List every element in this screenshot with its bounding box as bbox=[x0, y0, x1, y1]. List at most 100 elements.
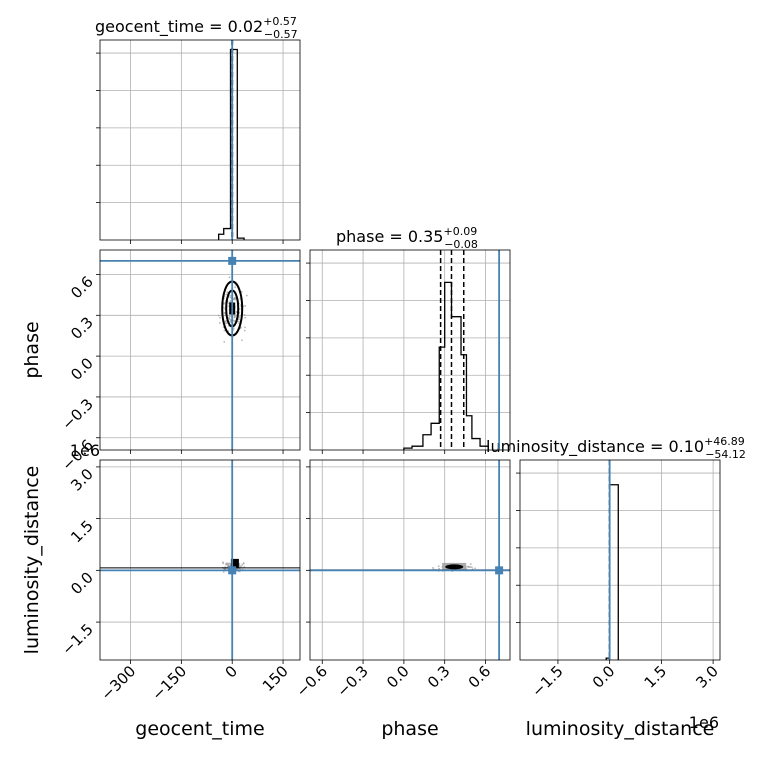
scatter-distance-vs-geocent-time-sample-point bbox=[241, 563, 244, 566]
scatter-phase-vs-geocent-time-sample-point bbox=[238, 316, 240, 319]
scatter-phase-vs-geocent-time-sample-point bbox=[235, 311, 238, 313]
scatter-distance-vs-geocent-time-marks bbox=[100, 460, 300, 660]
scatter-phase-vs-geocent-time-sample-point bbox=[218, 322, 221, 324]
scatter-distance-vs-geocent-time-xtick-label-3: 150 bbox=[259, 662, 292, 695]
hist-luminosity-distance-xtick-label-0: −1.5 bbox=[528, 662, 566, 700]
scatter-distance-vs-geocent-time-sample-point bbox=[222, 562, 225, 565]
scatter-phase-vs-geocent-time-ytick-label-1: −0.3 bbox=[58, 395, 96, 433]
scatter-distance-vs-geocent-time-ytick-label-1: 0.0 bbox=[67, 568, 97, 598]
scatter-phase-vs-geocent-time-sample-point bbox=[237, 320, 240, 323]
scatter-distance-vs-phase-density-core bbox=[445, 564, 464, 570]
scatter-phase-vs-geocent-time-sample-point bbox=[233, 316, 236, 319]
scatter-phase-vs-geocent-time-sample-point bbox=[243, 313, 246, 316]
scatter-phase-vs-geocent-time-sample-point bbox=[233, 314, 236, 317]
scatter-distance-vs-geocent-time-xtick-label-1: −150 bbox=[148, 662, 190, 704]
scatter-phase-vs-geocent-time-sample-point bbox=[228, 276, 231, 279]
title-main: phase = 0.35 bbox=[336, 227, 443, 246]
scatter-distance-vs-geocent-time-sample-point bbox=[225, 562, 228, 565]
scatter-phase-vs-geocent-time-ytick-label-2: 0.0 bbox=[67, 354, 97, 384]
scatter-phase-vs-geocent-time-sample-point bbox=[217, 314, 220, 317]
hist-luminosity-distance-xtick-label-2: 1.5 bbox=[641, 662, 671, 692]
scatter-phase-vs-geocent-time-sample-point bbox=[222, 303, 225, 305]
scatter-phase-vs-geocent-time-sample-point bbox=[240, 290, 243, 293]
hist-geocent-time-histogram bbox=[217, 48, 245, 240]
scatter-phase-vs-geocent-time-marks bbox=[100, 250, 300, 450]
hist-luminosity-distance-xtick-label-1: 0.0 bbox=[589, 662, 619, 692]
scatter-phase-vs-geocent-time-ytick-label-4: 0.6 bbox=[67, 273, 97, 303]
x-axis-label-phase: phase bbox=[381, 718, 438, 740]
scatter-phase-vs-geocent-time-sample-point bbox=[228, 315, 231, 318]
title-sup: +46.89 bbox=[704, 435, 745, 448]
scatter-distance-vs-geocent-time-sample-point bbox=[238, 562, 241, 565]
x-offset-label-luminosity-distance: 1e6 bbox=[689, 713, 719, 732]
scatter-phase-vs-geocent-time-sample-point bbox=[233, 298, 236, 301]
hist-luminosity-distance-histogram bbox=[605, 484, 619, 660]
title-sub: −0.08 bbox=[444, 238, 478, 251]
title-main: luminosity_distance = 0.10 bbox=[486, 437, 704, 457]
scatter-phase-vs-geocent-time-sample-point bbox=[229, 296, 232, 299]
scatter-phase-vs-geocent-time-sample-point bbox=[232, 327, 235, 330]
y-axis-label-luminosity-distance: luminosity_distance bbox=[21, 466, 43, 655]
scatter-distance-vs-phase-xtick-label-3: 0.3 bbox=[424, 662, 454, 692]
scatter-phase-vs-geocent-time-sample-point bbox=[229, 294, 232, 297]
scatter-distance-vs-phase-xtick-label-1: −0.3 bbox=[333, 662, 371, 700]
geocent-time-title: geocent_time = 0.02+0.57 −0.57 bbox=[95, 15, 298, 41]
phase-title: phase = 0.35+0.09 −0.08 bbox=[336, 225, 478, 251]
scatter-phase-vs-geocent-time-sample-point bbox=[222, 306, 225, 309]
scatter-distance-vs-geocent-time-xtick-label-0: −300 bbox=[97, 662, 139, 704]
scatter-distance-vs-phase-sample-point bbox=[438, 567, 441, 570]
scatter-phase-vs-geocent-time-frame bbox=[99, 249, 301, 451]
scatter-phase-vs-geocent-time-sample-point bbox=[243, 329, 246, 332]
scatter-distance-vs-geocent-time-sample-point bbox=[240, 565, 243, 568]
scatter-distance-vs-phase-xtick-label-2: 0.0 bbox=[383, 662, 413, 692]
scatter-distance-vs-phase-xtick-label-4: 0.6 bbox=[465, 662, 495, 692]
y-offset-label-luminosity-distance: 1e6 bbox=[70, 441, 100, 460]
scatter-phase-vs-geocent-time-sample-point bbox=[244, 326, 246, 329]
luminosity-distance-title: luminosity_distance = 0.10+46.89 −54.12 bbox=[486, 435, 746, 461]
scatter-phase-vs-geocent-time-sample-point bbox=[241, 339, 243, 342]
hist-phase-histogram bbox=[403, 281, 489, 450]
y-axis-label-phase: phase bbox=[21, 321, 43, 378]
scatter-phase-vs-geocent-time-sample-point bbox=[219, 316, 221, 319]
hist-luminosity-distance-xtick-label-3: 3.0 bbox=[692, 662, 722, 692]
scatter-phase-vs-geocent-time-ytick-label-3: 0.3 bbox=[67, 313, 97, 343]
scatter-distance-vs-phase-sample-point bbox=[470, 566, 473, 569]
scatter-phase-vs-geocent-time-truth-marker bbox=[228, 256, 237, 265]
hist-phase-frame bbox=[309, 249, 511, 451]
scatter-phase-vs-geocent-time-sample-point bbox=[245, 294, 248, 297]
scatter-distance-vs-geocent-time-ytick-label-2: 1.5 bbox=[67, 517, 97, 547]
scatter-distance-vs-geocent-time-truth-marker bbox=[228, 566, 237, 575]
hist-luminosity-distance-frame bbox=[519, 459, 721, 661]
scatter-phase-vs-geocent-time-sample-point bbox=[223, 329, 226, 332]
scatter-phase-vs-geocent-time-sample-point bbox=[234, 286, 237, 289]
scatter-distance-vs-geocent-time-frame bbox=[99, 459, 301, 661]
title-main: geocent_time = 0.02 bbox=[95, 17, 263, 37]
scatter-distance-vs-geocent-time-sample-point bbox=[242, 562, 245, 565]
scatter-phase-vs-geocent-time-sample-point bbox=[244, 316, 247, 319]
title-sub: −0.57 bbox=[264, 28, 298, 41]
x-axis-label-luminosity-distance: luminosity_distance bbox=[526, 718, 715, 740]
scatter-distance-vs-geocent-time-sample-point bbox=[222, 571, 225, 573]
scatter-distance-vs-geocent-time-density-core bbox=[230, 558, 239, 568]
scatter-distance-vs-phase-sample-point bbox=[469, 563, 472, 565]
scatter-distance-vs-phase-frame bbox=[309, 459, 511, 661]
scatter-phase-vs-geocent-time-sample-point bbox=[238, 318, 240, 321]
title-sup: +0.57 bbox=[263, 15, 297, 28]
title-sub: −54.12 bbox=[705, 448, 746, 461]
scatter-distance-vs-geocent-time-xtick-label-2: 0 bbox=[222, 662, 241, 681]
scatter-distance-vs-phase-marks bbox=[310, 460, 510, 660]
title-sup: +0.09 bbox=[443, 225, 477, 238]
scatter-distance-vs-geocent-time-ytick-label-0: −1.5 bbox=[58, 620, 96, 658]
x-axis-label-geocent-time: geocent_time bbox=[135, 718, 264, 740]
scatter-distance-vs-phase-xtick-label-0: −0.6 bbox=[293, 662, 331, 700]
scatter-phase-vs-geocent-time-sample-point bbox=[223, 341, 226, 343]
scatter-distance-vs-phase-sample-point bbox=[468, 566, 471, 569]
scatter-phase-vs-geocent-time-sample-point bbox=[227, 316, 230, 319]
scatter-distance-vs-phase-truth-marker bbox=[495, 566, 504, 575]
scatter-phase-vs-geocent-time-sample-point bbox=[244, 304, 247, 307]
scatter-distance-vs-phase-sample-point bbox=[437, 565, 440, 568]
scatter-distance-vs-phase-sample-point bbox=[474, 567, 476, 570]
scatter-distance-vs-phase-sample-point bbox=[432, 566, 434, 569]
scatter-phase-vs-geocent-time-sample-point bbox=[224, 320, 227, 323]
